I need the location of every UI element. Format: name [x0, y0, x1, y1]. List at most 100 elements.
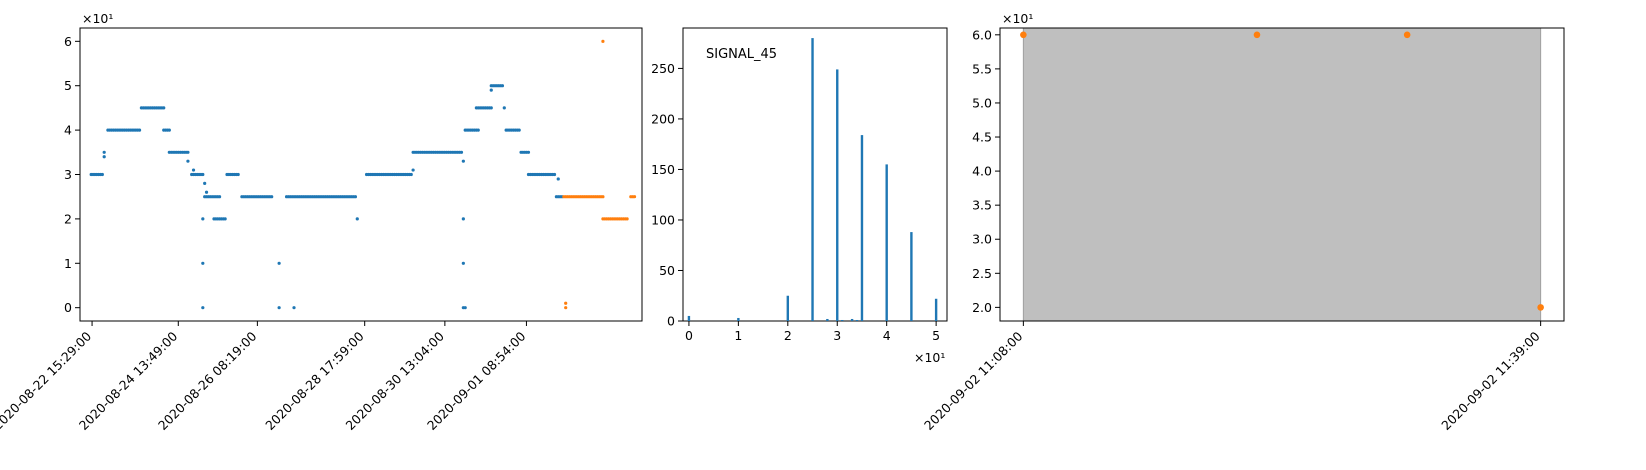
data-point: [459, 150, 464, 154]
y-axis-3: 2.0 2.5 3.0 3.5 4.0 4.5 5.0 5.5 6.0: [972, 27, 1000, 315]
data-point: [1403, 31, 1411, 39]
zoomed-scatter-panel: 2020-09-02 11:08:00 2020-09-02 11:39:00 2…: [921, 11, 1565, 433]
y-tick-label: 6.0: [972, 27, 992, 42]
y-tick-label: 3.5: [972, 198, 992, 213]
y-multiplier-3: ×10¹: [1002, 11, 1033, 26]
data-point: [201, 261, 205, 265]
signal-annotation: SIGNAL_45: [706, 47, 777, 62]
histogram-bar: [840, 319, 844, 321]
x-tick-label: 2020-09-02 11:39:00: [1438, 328, 1543, 433]
histogram-bar: [687, 315, 691, 321]
data-point: [186, 159, 190, 163]
shaded-range: [1022, 27, 1542, 322]
data-point: [552, 172, 557, 177]
data-point: [411, 168, 415, 172]
data-point: [217, 195, 222, 199]
y-tick-label: 2: [64, 211, 72, 226]
histogram-bar: [934, 298, 938, 321]
y-tick-label: 5.0: [972, 95, 992, 110]
data-point: [461, 261, 465, 265]
histogram-bar: [860, 135, 864, 321]
data-point: [162, 106, 166, 110]
y-tick-label: 2.5: [972, 266, 992, 281]
data-point: [203, 181, 207, 185]
scatter-marks-1: [89, 39, 637, 310]
data-point: [564, 301, 568, 305]
data-point: [601, 195, 605, 199]
y-tick-label: 250: [651, 61, 675, 76]
y-tick-label: 4.0: [972, 164, 992, 179]
data-point: [186, 150, 190, 154]
histogram-bar: [786, 295, 790, 321]
x-tick-label: 2020-09-02 11:08:00: [921, 328, 1026, 433]
histogram-bar: [836, 69, 839, 321]
data-point: [277, 306, 281, 310]
data-point: [292, 306, 296, 310]
data-point: [476, 128, 480, 132]
data-point: [137, 128, 142, 132]
data-point: [502, 106, 506, 110]
x-tick-label: 4: [883, 328, 891, 343]
data-point: [489, 88, 493, 92]
y-axis-1: 0 1 2 3 4 5 6: [64, 34, 80, 315]
axes-frame-2: [682, 27, 948, 322]
data-point: [236, 172, 240, 177]
data-point: [102, 150, 106, 154]
x-multiplier-2: ×10¹: [914, 350, 945, 365]
histogram-bar: [855, 319, 859, 321]
histogram-bars: [687, 38, 938, 321]
data-point: [223, 217, 227, 221]
data-point: [526, 150, 531, 154]
data-point: [270, 195, 274, 199]
y-tick-label: 4.5: [972, 130, 992, 145]
data-point: [204, 190, 209, 194]
x-axis-3: 2020-09-02 11:08:00 2020-09-02 11:39:00: [921, 321, 1543, 433]
y-tick-label: 1: [64, 256, 72, 271]
y-tick-label: 3.0: [972, 232, 992, 247]
histogram-panel: 0 1 2 3 4 5 0 50 100 150 200 250 SIGNAL_45 ×10¹: [651, 27, 948, 365]
histogram-bar: [826, 318, 829, 321]
y-tick-label: 200: [651, 111, 675, 126]
data-point: [517, 128, 521, 132]
data-point: [564, 306, 568, 310]
y-tick-label: 50: [659, 263, 675, 278]
data-point: [167, 128, 171, 132]
x-tick-label: 5: [932, 328, 940, 343]
x-tick-label: 0: [685, 328, 693, 343]
data-point: [461, 217, 465, 221]
histogram-bar: [737, 317, 740, 321]
data-point: [100, 172, 104, 177]
y-tick-label: 3: [64, 167, 72, 182]
data-point: [556, 177, 560, 181]
axes-frame-1: [79, 27, 643, 322]
y-tick-label: 0: [667, 314, 675, 329]
data-point: [201, 172, 205, 177]
data-point: [1537, 304, 1544, 311]
x-tick-label: 2: [784, 328, 792, 343]
data-point: [1020, 31, 1027, 39]
y-axis-2: 0 50 100 150 200 250: [651, 61, 683, 329]
y-tick-label: 0: [64, 300, 72, 315]
data-point: [201, 306, 205, 310]
data-point: [355, 217, 359, 221]
data-point: [632, 195, 637, 199]
data-point: [461, 159, 465, 163]
data-point: [625, 217, 629, 221]
y-tick-label: 150: [651, 162, 675, 177]
y-multiplier-1: ×10¹: [82, 11, 113, 26]
y-tick-label: 5: [64, 78, 72, 93]
x-tick-label: 1: [734, 328, 742, 343]
y-tick-label: 6: [64, 34, 72, 49]
histogram-bar: [910, 232, 913, 321]
data-point: [500, 84, 505, 88]
data-point: [601, 39, 605, 43]
scatter-marks-3: [1020, 31, 1544, 311]
histogram-bar: [811, 38, 814, 321]
y-tick-label: 5.5: [972, 61, 992, 76]
data-point: [489, 106, 493, 110]
x-axis-2: 0 1 2 3 4 5: [685, 321, 940, 343]
data-point: [191, 168, 196, 172]
